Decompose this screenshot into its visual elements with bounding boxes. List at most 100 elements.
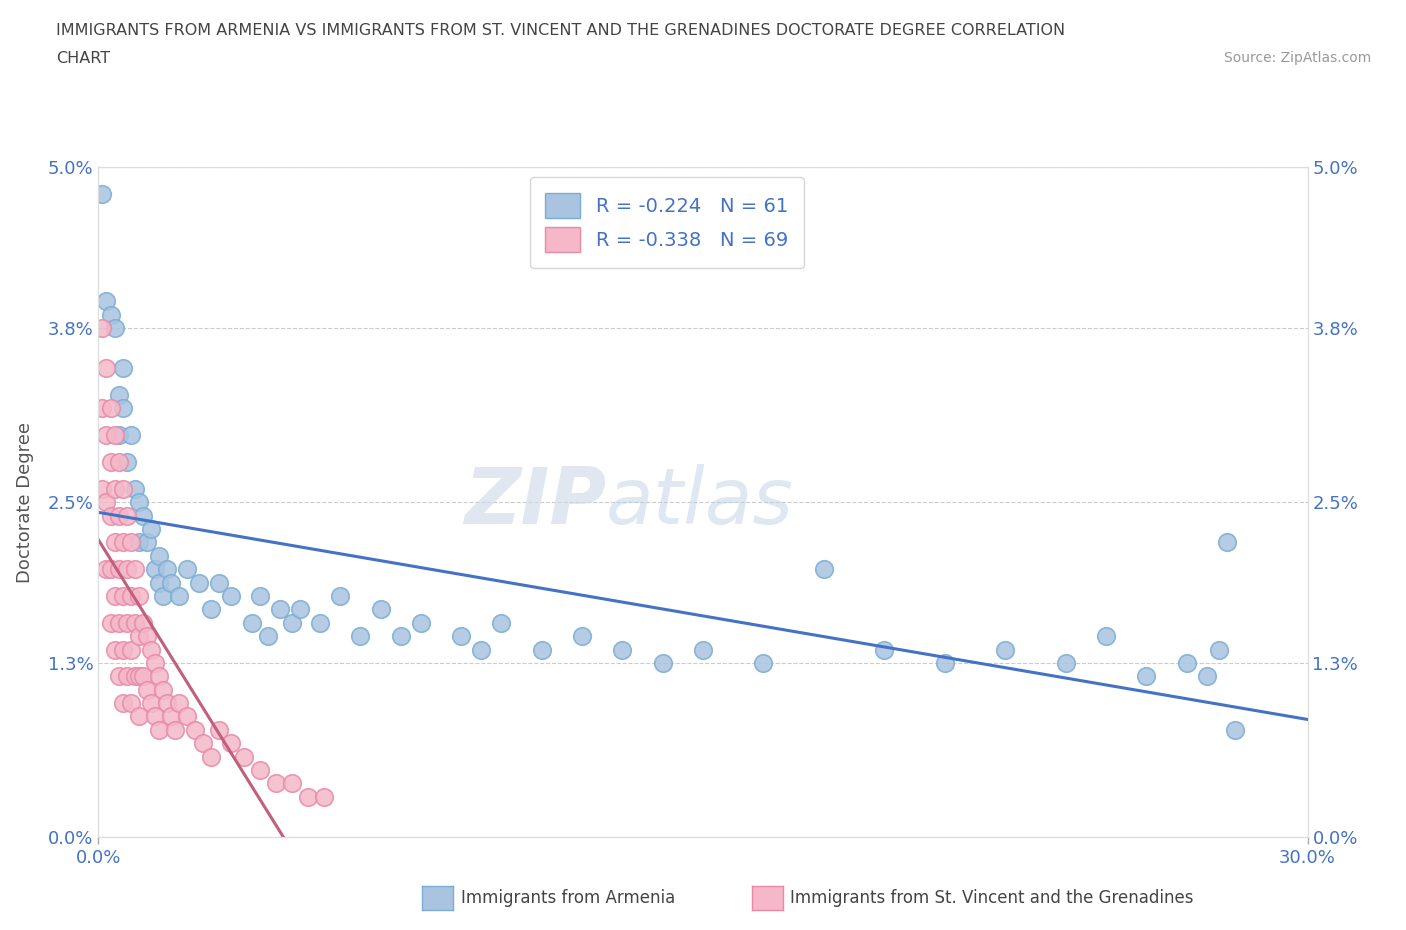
Point <box>221 736 243 751</box>
Point <box>167 589 190 604</box>
Point <box>349 629 371 644</box>
Point <box>124 482 146 497</box>
Point <box>612 642 634 657</box>
Point <box>176 562 198 577</box>
Point <box>96 361 118 376</box>
Point <box>143 562 166 577</box>
Point <box>107 455 129 470</box>
Point <box>128 629 150 644</box>
Point <box>314 790 336 804</box>
Point <box>752 656 775 671</box>
Point <box>329 589 352 604</box>
Point <box>128 495 150 510</box>
Point <box>132 669 155 684</box>
Point <box>184 723 207 737</box>
Point <box>470 642 492 657</box>
Point <box>111 361 134 376</box>
Point <box>200 602 222 617</box>
Point <box>256 629 278 644</box>
Point <box>107 616 129 631</box>
Point <box>692 642 714 657</box>
Point <box>103 321 125 336</box>
Text: Immigrants from Armenia: Immigrants from Armenia <box>461 889 675 908</box>
Point <box>120 428 142 443</box>
Point <box>1095 629 1118 644</box>
Point <box>124 669 146 684</box>
Point <box>135 683 157 698</box>
Point <box>200 750 222 764</box>
Point <box>115 455 138 470</box>
Point <box>103 428 125 443</box>
Point <box>143 709 166 724</box>
Point <box>132 508 155 523</box>
Point <box>115 616 138 631</box>
Point <box>100 562 122 577</box>
Point <box>120 589 142 604</box>
Point <box>297 790 319 804</box>
Point <box>208 723 231 737</box>
Point <box>111 642 134 657</box>
Point <box>128 589 150 604</box>
Point <box>176 709 198 724</box>
Point <box>309 616 332 631</box>
Point <box>994 642 1017 657</box>
Point <box>1223 723 1246 737</box>
Point <box>139 696 162 711</box>
Point <box>120 642 142 657</box>
Point <box>571 629 593 644</box>
Point <box>167 696 190 711</box>
Point <box>193 736 215 751</box>
Point <box>107 508 129 523</box>
Point <box>103 482 125 497</box>
Point <box>1216 535 1239 550</box>
Point <box>208 575 231 590</box>
Point <box>249 763 271 777</box>
Point <box>188 575 211 590</box>
Point <box>1208 642 1230 657</box>
Point <box>96 495 118 510</box>
Point <box>152 683 174 698</box>
Point <box>96 562 118 577</box>
Point <box>148 549 170 564</box>
Point <box>1054 656 1077 671</box>
Point <box>91 187 114 202</box>
Text: Source: ZipAtlas.com: Source: ZipAtlas.com <box>1223 51 1371 65</box>
Legend: R = -0.224   N = 61, R = -0.338   N = 69: R = -0.224 N = 61, R = -0.338 N = 69 <box>530 177 804 268</box>
Point <box>96 428 118 443</box>
Point <box>389 629 412 644</box>
Point <box>148 575 170 590</box>
Point <box>160 575 183 590</box>
Point <box>107 388 129 403</box>
Point <box>100 455 122 470</box>
Point <box>107 669 129 684</box>
Point <box>115 669 138 684</box>
Point <box>163 723 186 737</box>
Point <box>143 656 166 671</box>
Point <box>91 482 114 497</box>
Point <box>103 535 125 550</box>
Point <box>111 589 134 604</box>
Point <box>651 656 673 671</box>
Text: ZIP: ZIP <box>464 464 606 540</box>
Point <box>107 562 129 577</box>
Text: IMMIGRANTS FROM ARMENIA VS IMMIGRANTS FROM ST. VINCENT AND THE GRENADINES DOCTOR: IMMIGRANTS FROM ARMENIA VS IMMIGRANTS FR… <box>56 23 1066 38</box>
Point <box>115 562 138 577</box>
Point <box>281 616 304 631</box>
Point <box>450 629 472 644</box>
Point <box>128 669 150 684</box>
Point <box>221 589 243 604</box>
Point <box>1135 669 1157 684</box>
Point <box>124 562 146 577</box>
Point <box>288 602 311 617</box>
Point <box>124 616 146 631</box>
Point <box>107 428 129 443</box>
Point <box>160 709 183 724</box>
Point <box>491 616 513 631</box>
Point <box>232 750 254 764</box>
Point <box>132 616 155 631</box>
Point <box>111 401 134 416</box>
Point <box>139 642 162 657</box>
Point <box>128 709 150 724</box>
Point <box>91 401 114 416</box>
Point <box>111 535 134 550</box>
